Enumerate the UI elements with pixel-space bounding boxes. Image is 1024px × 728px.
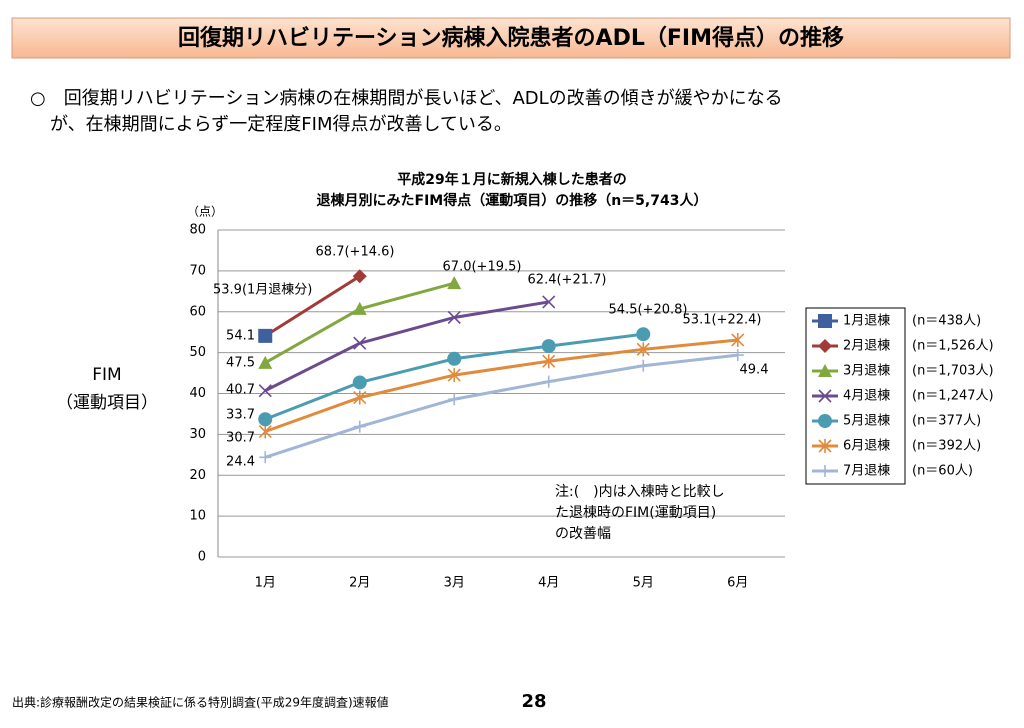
description: ○ 回復期リハビリテーション病棟の在棟期間が長いほど、ADLの改善の傾きが緩やか… (30, 88, 783, 109)
y-tick-label: 60 (189, 304, 206, 319)
legend-note: (n＝438人) (912, 314, 981, 329)
marker (818, 414, 832, 428)
marker (637, 359, 650, 372)
data-label: 62.4(+21.7) (528, 273, 607, 288)
data-label: 24.4 (226, 455, 255, 470)
data-label: 30.7 (226, 431, 255, 446)
data-label: 54.1 (226, 329, 255, 344)
slide-title: 回復期リハビリテーション病棟入院患者のADL（FIM得点）の推移 (178, 25, 844, 51)
marker (352, 301, 367, 315)
legend-note: (n＝1,526人) (912, 339, 994, 354)
marker (542, 295, 556, 309)
y-tick-label: 10 (189, 509, 206, 524)
marker (258, 412, 273, 427)
description: が、在棟期間によらず一定程度FIM得点が改善している。 (50, 114, 512, 135)
marker (819, 465, 831, 477)
marker (353, 420, 366, 433)
marker (731, 349, 744, 362)
marker (542, 354, 556, 369)
y-tick-label: 70 (189, 263, 206, 278)
data-label: 49.4 (740, 363, 769, 378)
y-label: （運動項目） (56, 393, 158, 413)
source: 出典:診療報酬改定の結果検証に係る特別調査(平成29年度調査)速報値 (12, 695, 389, 710)
marker (731, 332, 745, 347)
marker (636, 342, 650, 357)
data-label: 53.9(1月退棟分) (213, 283, 312, 298)
chart-note: 注:( )内は入棟時と比較し (555, 484, 725, 500)
legend-note: (n＝1,247人) (912, 389, 994, 404)
marker (258, 355, 273, 369)
marker (818, 314, 832, 328)
marker (542, 375, 555, 388)
marker (636, 327, 651, 342)
title-bar (11, 17, 1011, 59)
data-label: 47.5 (226, 356, 255, 371)
data-label: 33.7 (226, 408, 255, 423)
legend-note: (n＝1,703人) (912, 364, 994, 379)
data-label: 54.5(+20.8) (609, 303, 688, 318)
legend-label: 4月退棟 (843, 389, 890, 404)
x-tick-label: 6月 (727, 576, 748, 591)
x-tick-label: 1月 (255, 576, 276, 591)
legend-note: (n＝377人) (912, 414, 981, 429)
data-label: 53.1(+22.4) (683, 313, 762, 328)
chart-note: た退棟時のFIM(運動項目) (555, 505, 716, 521)
marker (258, 328, 273, 343)
x-tick-label: 3月 (444, 576, 465, 591)
x-tick-label: 5月 (633, 576, 654, 591)
legend-label: 5月退棟 (843, 414, 890, 429)
x-tick-label: 4月 (538, 576, 559, 591)
marker (353, 336, 367, 350)
data-label: 68.7(+14.6) (316, 245, 395, 260)
series-line (264, 338, 738, 433)
marker (352, 269, 367, 284)
marker (258, 384, 272, 398)
marker (541, 339, 556, 354)
series-line (264, 300, 549, 392)
marker (447, 310, 461, 325)
series-line (264, 353, 738, 459)
y-tick-label: 20 (189, 468, 206, 483)
legend-note: (n＝392人) (912, 439, 981, 454)
marker (818, 339, 832, 353)
x-tick-label: 2月 (349, 576, 370, 591)
marker (259, 451, 272, 464)
marker (818, 364, 832, 377)
series-line (264, 274, 361, 338)
y-tick-label: 50 (189, 345, 206, 360)
marker (447, 368, 461, 383)
legend-label: 3月退棟 (843, 364, 890, 379)
legend-label: 2月退棟 (843, 339, 890, 354)
marker (447, 276, 462, 290)
marker (818, 389, 832, 403)
chart-note: の改善幅 (555, 526, 611, 542)
legend-label: 1月退棟 (843, 314, 890, 329)
marker (352, 375, 367, 390)
y-label: FIM (92, 365, 121, 385)
legend-label: 7月退棟 (843, 464, 890, 479)
chart-title: 退棟月別にみたFIM得点（運動項目）の推移（n＝5,743人） (317, 192, 708, 209)
marker (353, 390, 367, 405)
marker (448, 393, 461, 406)
y-tick-label: 80 (189, 223, 206, 238)
legend-note: (n＝60人) (912, 464, 973, 479)
y-tick-label: 30 (189, 427, 206, 442)
marker (258, 424, 272, 439)
chart-title: 平成29年１月に新規入棟した患者の (397, 171, 626, 188)
page-number: 28 (521, 691, 546, 712)
legend-label: 6月退棟 (843, 439, 890, 454)
marker (447, 351, 462, 366)
data-label: 67.0(+19.5) (443, 260, 522, 275)
data-label: 40.7 (226, 383, 255, 398)
marker (818, 439, 832, 453)
y-unit: （点） (187, 205, 223, 219)
y-tick-label: 0 (198, 550, 206, 565)
y-tick-label: 40 (189, 386, 206, 401)
